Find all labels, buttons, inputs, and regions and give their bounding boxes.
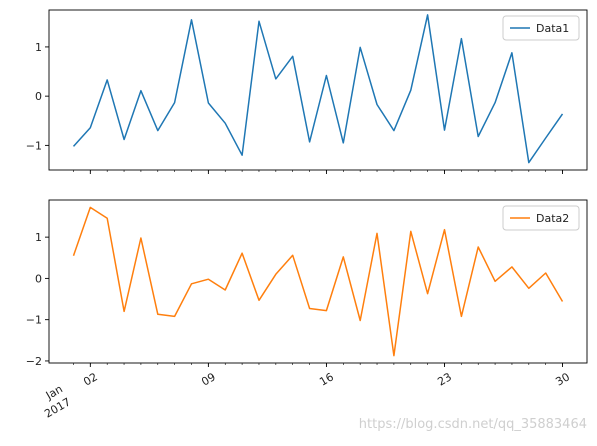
- panel1-ytick-label: 1: [35, 41, 42, 54]
- xtick-label-09: 09: [199, 370, 218, 388]
- xtick-label-16: 16: [317, 370, 336, 388]
- panel1-ytick-label: 0: [35, 90, 42, 103]
- panel1-series-line-data1: [74, 15, 563, 163]
- panel2-ytick-label: −1: [26, 314, 42, 327]
- panel2-series-line-data2: [74, 207, 563, 355]
- panel1-ytick-label: −1: [26, 139, 42, 152]
- panel2-ytick-label: 0: [35, 272, 42, 285]
- watermark-text: https://blog.csdn.net/qq_35883464: [359, 417, 587, 432]
- panel2-legend-label: Data2: [536, 212, 569, 225]
- xtick-label-30: 30: [553, 370, 572, 388]
- panel2-ytick-label: −2: [26, 355, 42, 368]
- xtick-label-year: 2017: [42, 395, 73, 420]
- panel2-ytick-label: 1: [35, 231, 42, 244]
- xtick-label-23: 23: [435, 370, 454, 388]
- xtick-label-02: 02: [81, 370, 100, 388]
- panel1-legend-label: Data1: [536, 22, 569, 35]
